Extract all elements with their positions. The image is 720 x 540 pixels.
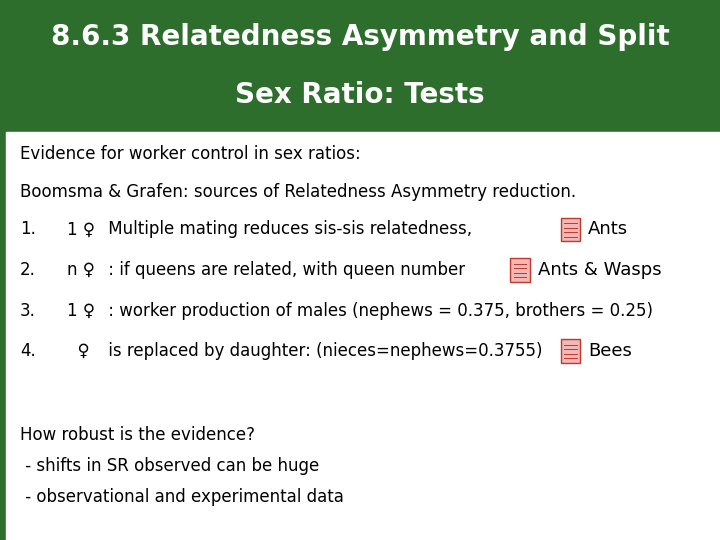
Text: is replaced by daughter: (nieces=nephews=0.3755): is replaced by daughter: (nieces=nephews… <box>103 342 542 360</box>
Text: Ants: Ants <box>588 220 629 239</box>
Text: Multiple mating reduces sis-sis relatedness,: Multiple mating reduces sis-sis relatedn… <box>103 220 472 239</box>
Text: 3.: 3. <box>20 301 36 320</box>
Text: n ♀: n ♀ <box>67 261 95 279</box>
Text: - shifts in SR observed can be huge: - shifts in SR observed can be huge <box>20 457 320 475</box>
Text: - observational and experimental data: - observational and experimental data <box>20 488 344 507</box>
FancyBboxPatch shape <box>561 218 580 241</box>
Text: ♀: ♀ <box>67 342 89 360</box>
Text: Sex Ratio: Tests: Sex Ratio: Tests <box>235 81 485 109</box>
Text: Bees: Bees <box>588 342 632 360</box>
Text: 4.: 4. <box>20 342 36 360</box>
Text: 1.: 1. <box>20 220 36 239</box>
Text: 8.6.3 Relatedness Asymmetry and Split: 8.6.3 Relatedness Asymmetry and Split <box>50 23 670 51</box>
FancyBboxPatch shape <box>561 339 580 363</box>
FancyBboxPatch shape <box>510 258 530 282</box>
Text: How robust is the evidence?: How robust is the evidence? <box>20 426 255 444</box>
Text: : if queens are related, with queen number: : if queens are related, with queen numb… <box>103 261 465 279</box>
Text: 2.: 2. <box>20 261 36 279</box>
Text: 1 ♀: 1 ♀ <box>67 301 95 320</box>
Text: 1 ♀: 1 ♀ <box>67 220 95 239</box>
Text: : worker production of males (nephews = 0.375, brothers = 0.25): : worker production of males (nephews = … <box>103 301 653 320</box>
Text: Boomsma & Grafen: sources of Relatedness Asymmetry reduction.: Boomsma & Grafen: sources of Relatedness… <box>20 183 576 201</box>
Text: Ants & Wasps: Ants & Wasps <box>538 261 662 279</box>
Bar <box>6 132 720 540</box>
Text: Evidence for worker control in sex ratios:: Evidence for worker control in sex ratio… <box>20 145 361 163</box>
